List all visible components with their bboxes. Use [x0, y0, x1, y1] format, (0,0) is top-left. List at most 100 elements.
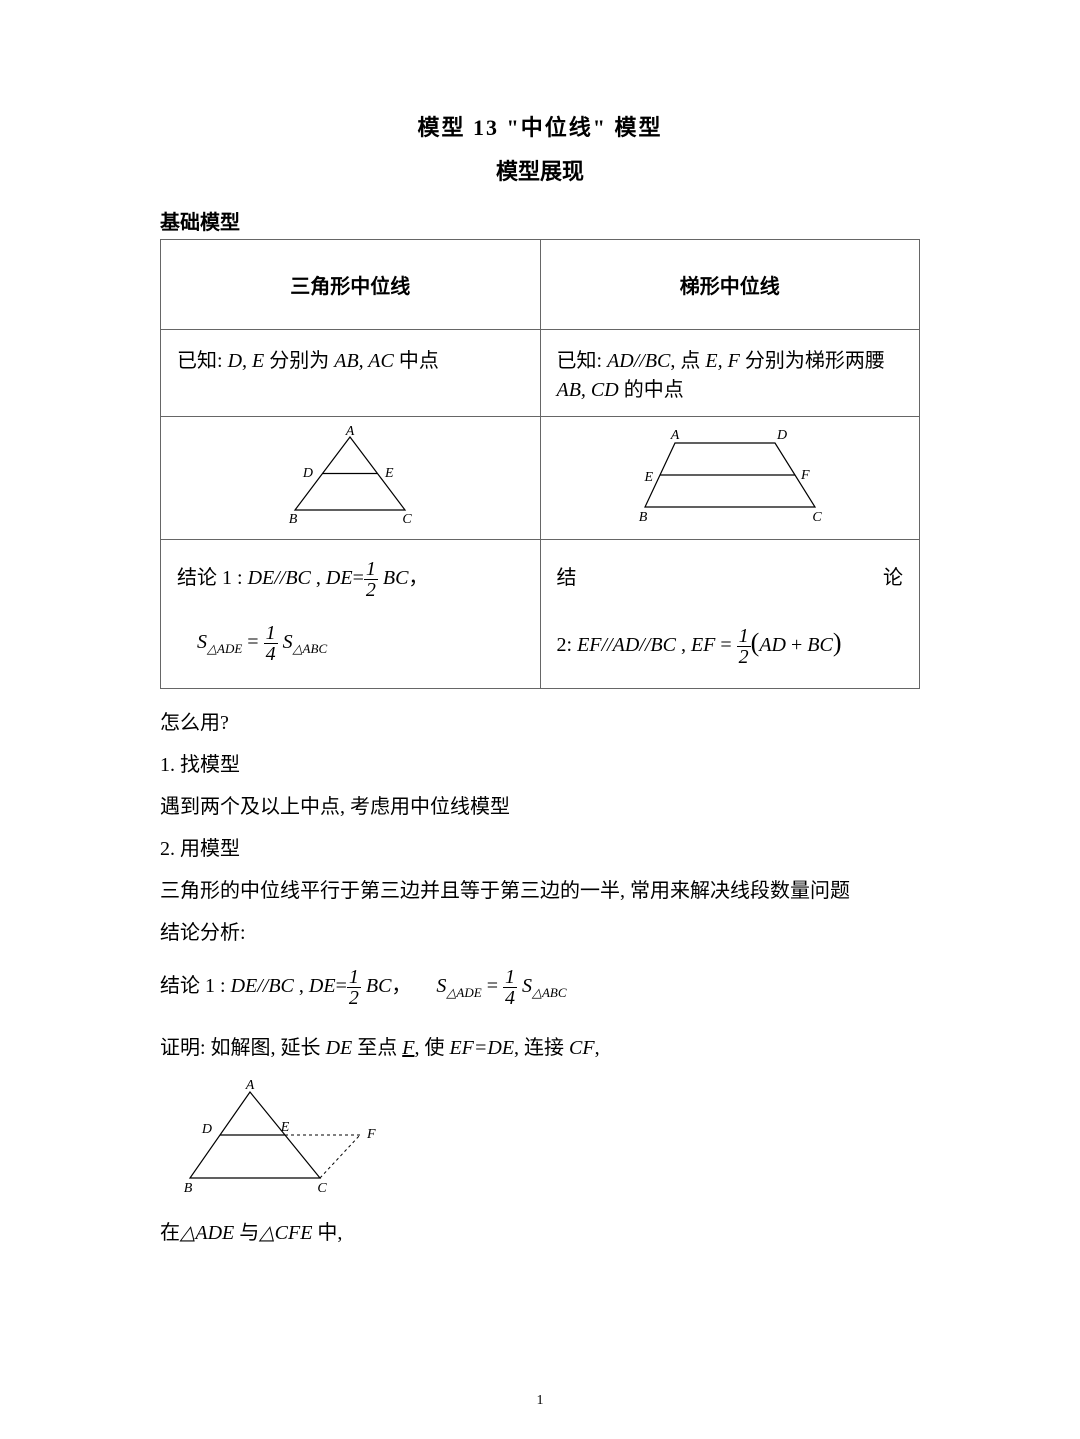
- text: DE//BC: [248, 567, 311, 589]
- text: 已知:: [557, 350, 608, 372]
- text: BC: [361, 975, 392, 997]
- text: 论: [883, 554, 903, 602]
- page-number: 1: [537, 1393, 544, 1409]
- text: △CFE: [259, 1222, 312, 1244]
- table-row: 已知: D, E 分别为 AB, AC 中点 已知: AD//BC, 点 E, …: [161, 330, 920, 417]
- label-a: A: [669, 428, 679, 443]
- text: DE: [309, 975, 336, 997]
- text: S: [522, 975, 532, 997]
- label-f: F: [366, 1127, 376, 1142]
- text: 结论 1 :: [160, 975, 231, 997]
- step2-title: 2. 用模型: [160, 829, 920, 869]
- text: DE//BC: [231, 975, 294, 997]
- how-heading: 怎么用?: [160, 703, 920, 743]
- text: =: [482, 975, 503, 997]
- text: DE: [326, 567, 353, 589]
- text: 结: [557, 554, 577, 602]
- title-block: 模型 13 "中位线" 模型 模型展现: [160, 110, 920, 186]
- triangle-diagram: A D E B C: [265, 425, 435, 525]
- page-subtitle: 模型展现: [160, 154, 920, 186]
- table-row: A D E B C A D E F B C: [161, 417, 920, 540]
- label-b: B: [184, 1181, 193, 1196]
- text: =: [242, 631, 263, 653]
- label-a: A: [245, 1078, 255, 1093]
- section-heading-basic: 基础模型: [160, 206, 920, 235]
- table-row: 三角形中位线 梯形中位线: [161, 240, 920, 330]
- label-e: E: [384, 466, 394, 481]
- text: , 使: [414, 1037, 449, 1059]
- trapezoid-diagram: A D E F B C: [605, 425, 855, 525]
- text: BC: [378, 567, 409, 589]
- label-c: C: [317, 1181, 327, 1196]
- text: 中点: [394, 350, 439, 372]
- text: ,: [676, 634, 691, 656]
- text: S: [436, 975, 446, 997]
- table-row: 结论 1 : DE//BC , DE=12 BC， S△ADE = 14 S△A…: [161, 540, 920, 689]
- text: D, E: [228, 350, 265, 372]
- text: 在: [160, 1222, 180, 1244]
- analysis-heading: 结论分析:: [160, 913, 920, 953]
- text: E, F: [705, 350, 739, 372]
- fraction-half: 12: [737, 626, 751, 667]
- label-e: E: [643, 470, 653, 485]
- conclusion-right: 结 论 2: EF//AD//BC , EF = 12(AD + BC): [540, 540, 920, 689]
- text: ，: [391, 975, 411, 997]
- text: ): [833, 628, 842, 657]
- text: △ABC: [532, 985, 567, 1000]
- usage-section: 怎么用? 1. 找模型 遇到两个及以上中点, 考虑用中位线模型 2. 用模型 三…: [160, 703, 920, 953]
- text: 已知:: [177, 350, 228, 372]
- text: △ADE: [446, 985, 481, 1000]
- page-title: 模型 13 "中位线" 模型: [160, 110, 920, 142]
- step1-text: 遇到两个及以上中点, 考虑用中位线模型: [160, 787, 920, 827]
- label-b: B: [289, 512, 298, 525]
- text: 结论 1 :: [177, 567, 248, 589]
- text: F: [402, 1037, 414, 1059]
- text: EF=DE: [449, 1037, 514, 1059]
- text: AB, CD: [557, 379, 619, 401]
- label-c: C: [812, 510, 822, 525]
- text: EF: [691, 634, 715, 656]
- header-right: 梯形中位线: [540, 240, 920, 330]
- model-table: 三角形中位线 梯形中位线 已知: D, E 分别为 AB, AC 中点 已知: …: [160, 239, 920, 689]
- text: 分别为: [264, 350, 334, 372]
- label-d: D: [201, 1122, 212, 1137]
- text: +: [786, 634, 807, 656]
- text: ,: [311, 567, 326, 589]
- proof-diagram-wrapper: A D E F B C: [170, 1078, 920, 1203]
- proof-diagram: A D E F B C: [170, 1078, 390, 1198]
- label-d: D: [776, 428, 787, 443]
- text: , 点: [670, 350, 705, 372]
- step1-title: 1. 找模型: [160, 745, 920, 785]
- fraction-quarter: 14: [264, 623, 278, 664]
- fraction-half: 12: [364, 559, 378, 600]
- given-right: 已知: AD//BC, 点 E, F 分别为梯形两腰 AB, CD 的中点: [540, 330, 920, 417]
- text: =: [353, 567, 364, 589]
- text: AD//BC: [607, 350, 670, 372]
- text: DE: [326, 1037, 353, 1059]
- given-left: 已知: D, E 分别为 AB, AC 中点: [161, 330, 541, 417]
- text: 至点: [352, 1037, 402, 1059]
- text: △ADE: [180, 1222, 234, 1244]
- text: AB, AC: [334, 350, 394, 372]
- label-d: D: [302, 466, 313, 481]
- text: △ABC: [293, 641, 328, 656]
- label-f: F: [800, 468, 810, 483]
- conclusion1-formula: 结论 1 : DE//BC , DE=12 BC， S△ADE = 14 S△A…: [160, 967, 920, 1008]
- text: 与: [234, 1222, 259, 1244]
- text: , 连接: [514, 1037, 569, 1059]
- text: =: [336, 975, 347, 997]
- text: △ADE: [207, 641, 242, 656]
- step2-text: 三角形的中位线平行于第三边并且等于第三边的一半, 常用来解决线段数量问题: [160, 871, 920, 911]
- text: CF: [569, 1037, 595, 1059]
- text: 分别为梯形两腰: [740, 350, 885, 372]
- label-a: A: [345, 425, 355, 439]
- text: BC: [807, 634, 833, 656]
- conclusion-left: 结论 1 : DE//BC , DE=12 BC， S△ADE = 14 S△A…: [161, 540, 541, 689]
- text: AD: [759, 634, 786, 656]
- text: 中,: [312, 1222, 342, 1244]
- fraction-quarter: 14: [503, 967, 517, 1008]
- text: 的中点: [619, 379, 684, 401]
- text: ，: [408, 567, 428, 589]
- text: S: [197, 631, 207, 653]
- diagram-trapezoid-cell: A D E F B C: [540, 417, 920, 540]
